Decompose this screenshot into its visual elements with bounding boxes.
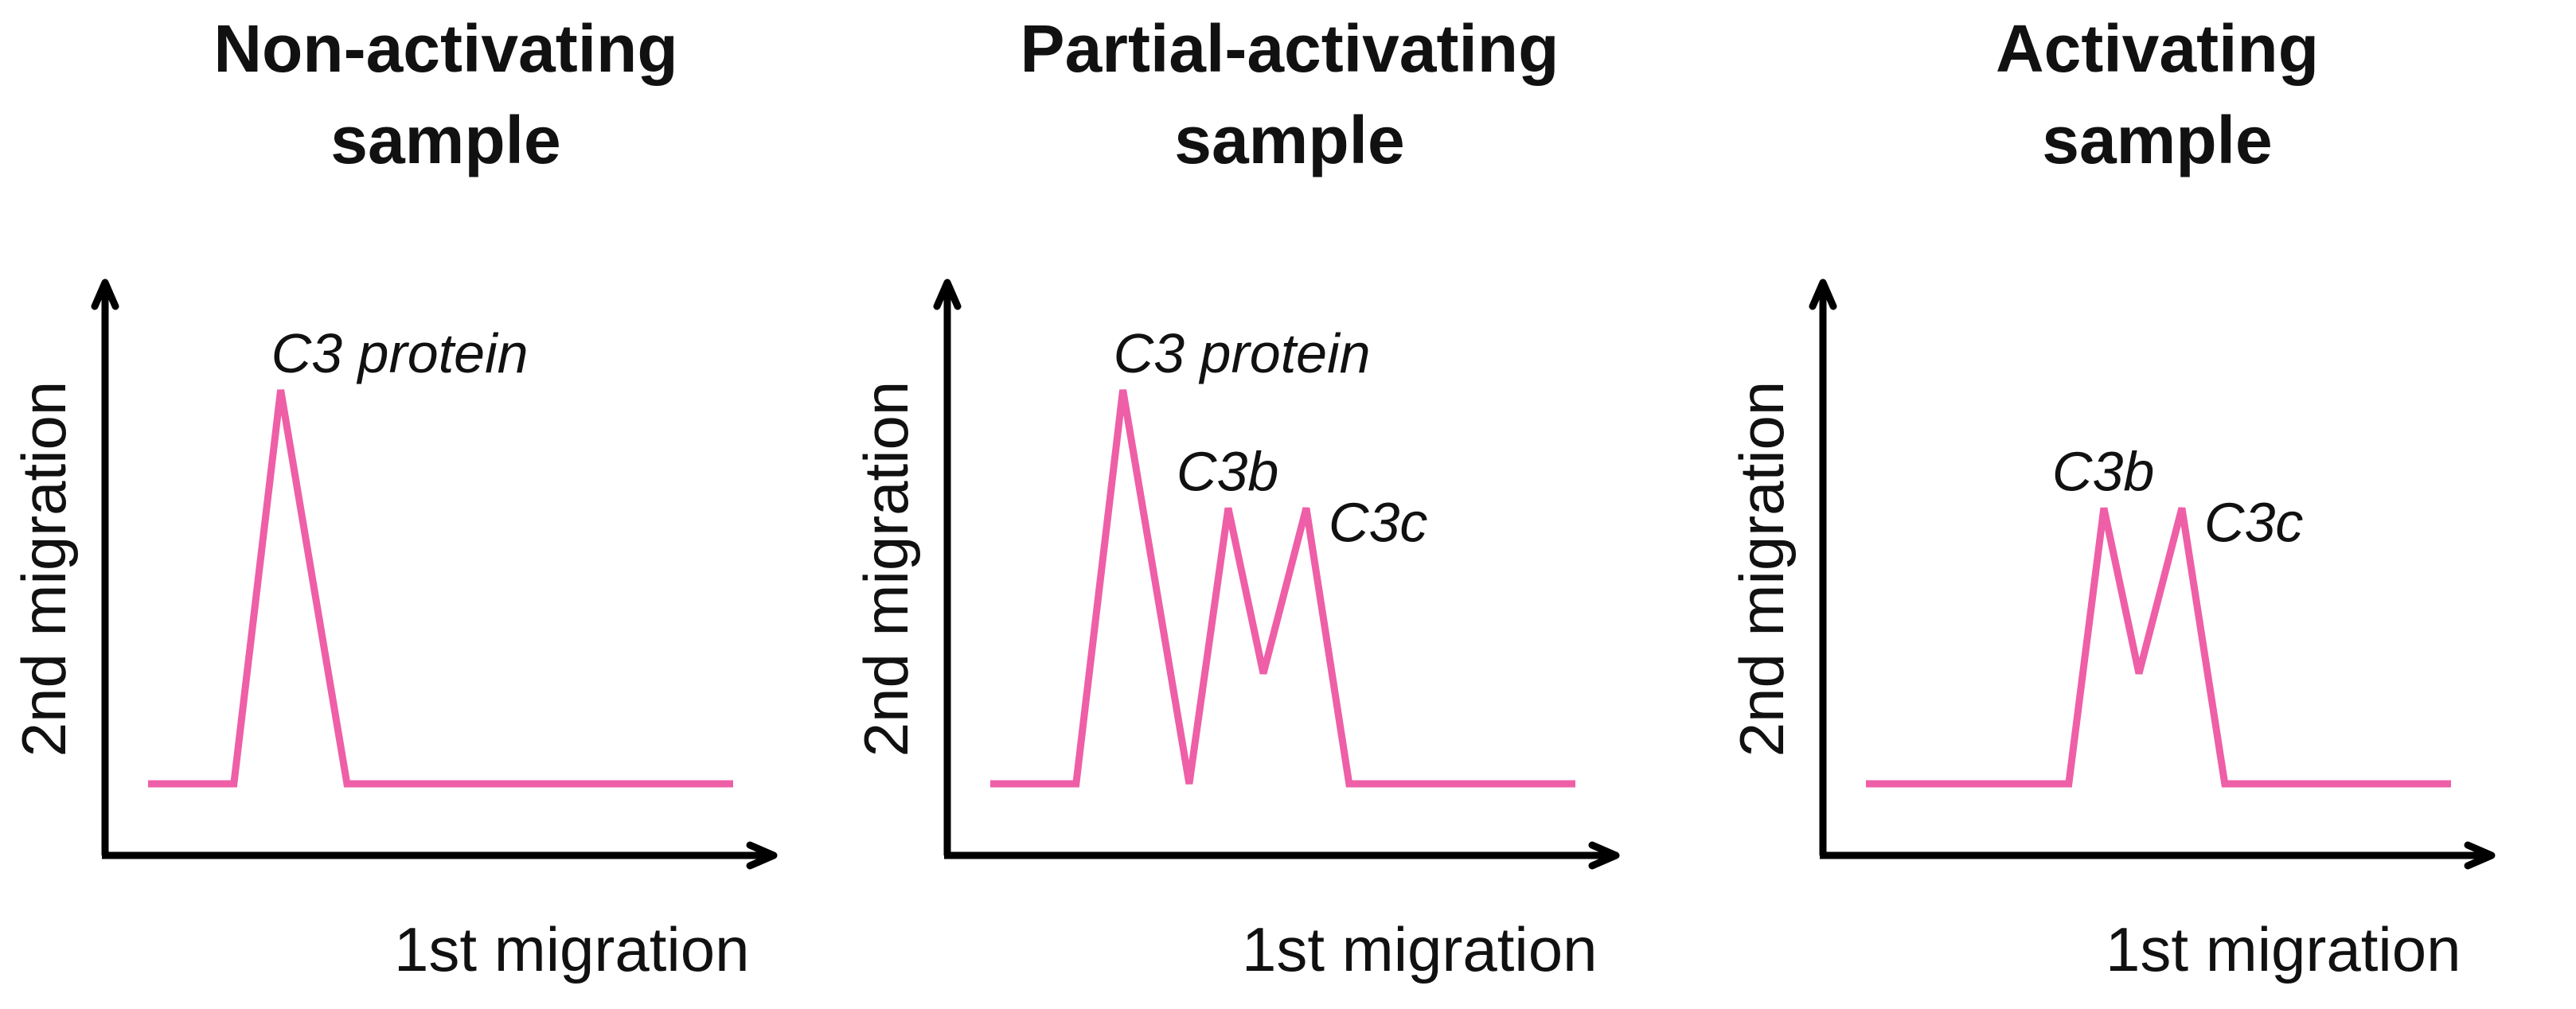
panel-title-line1: Non-activating — [213, 11, 677, 86]
peak-label: C3 protein — [1114, 322, 1371, 384]
x-axis-arrowhead — [746, 841, 778, 870]
panel-title-line1: Partial-activating — [1021, 11, 1559, 86]
peak-label: C3c — [1329, 492, 1427, 554]
x-axis-label: 1st migration — [2106, 914, 2461, 984]
x-axis-label: 1st migration — [394, 914, 750, 984]
y-axis-arrowhead — [91, 279, 119, 310]
x-axis-arrowhead — [2464, 841, 2496, 870]
peak-label: C3 protein — [271, 322, 529, 384]
migration-trace — [1866, 507, 2451, 788]
y-axis-label: 2nd migration — [9, 381, 79, 758]
panel-title-line2: sample — [1174, 103, 1405, 177]
panel-title-line1: Activating — [1996, 11, 2319, 86]
panel-title-line2: sample — [2042, 103, 2273, 177]
y-axis-arrowhead — [933, 279, 962, 310]
panel-partial-activating: Partial-activating sample 2nd migration 1st… — [851, 11, 1620, 984]
migration-trace — [148, 389, 733, 788]
y-axis-label: 2nd migration — [851, 381, 921, 758]
x-axis-label: 1st migration — [1242, 914, 1598, 984]
panel-non-activating: Non-activating sample 2nd migration 1st mig… — [9, 11, 778, 984]
panel-title-line2: sample — [330, 103, 561, 177]
peak-label: C3b — [1177, 441, 1278, 503]
x-axis-arrowhead — [1588, 841, 1620, 870]
panel-activating: Activating sample 2nd migration 1st migrati… — [1727, 11, 2496, 984]
y-axis-label: 2nd migration — [1727, 381, 1797, 758]
migration-trace — [990, 389, 1575, 788]
y-axis-arrowhead — [1809, 279, 1837, 310]
peak-label: C3b — [2052, 441, 2154, 503]
peak-label: C3c — [2204, 492, 2303, 554]
